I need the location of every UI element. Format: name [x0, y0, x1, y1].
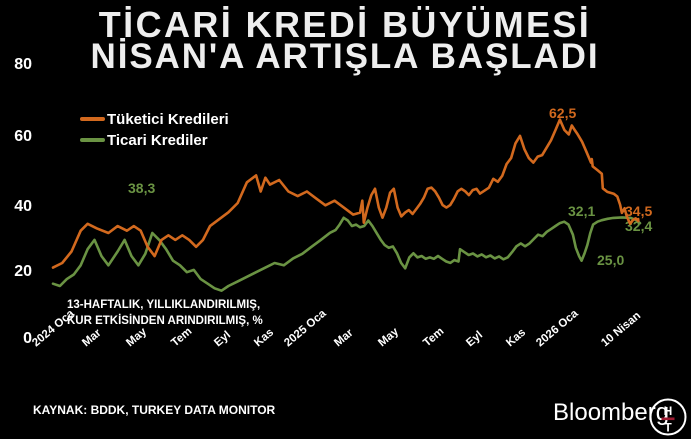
svg-text:25,0: 25,0 [597, 252, 624, 268]
svg-text:32,1: 32,1 [568, 203, 595, 219]
svg-text:62,5: 62,5 [549, 105, 576, 121]
svg-text:20: 20 [14, 263, 32, 280]
svg-text:KUR ETKİSİNDEN ARINDIRILMIŞ, %: KUR ETKİSİNDEN ARINDIRILMIŞ, % [67, 314, 263, 327]
svg-text:13-HAFTALIK, YILLIKLANDIRILMIŞ: 13-HAFTALIK, YILLIKLANDIRILMIŞ, [67, 299, 260, 311]
svg-text:KAYNAK: BDDK, TURKEY DATA MONI: KAYNAK: BDDK, TURKEY DATA MONITOR [33, 403, 276, 417]
svg-text:T: T [664, 421, 672, 435]
svg-text:Tüketici Kredileri: Tüketici Kredileri [107, 111, 229, 128]
svg-text:60: 60 [14, 128, 32, 145]
svg-text:H: H [664, 404, 673, 418]
svg-text:NİSAN'A ARTIŞLA BAŞLADI: NİSAN'A ARTIŞLA BAŞLADI [91, 37, 600, 76]
svg-text:38,3: 38,3 [128, 180, 155, 196]
svg-text:Ticari Krediler: Ticari Krediler [107, 132, 208, 149]
svg-text:80: 80 [14, 56, 32, 73]
svg-text:40: 40 [14, 198, 32, 215]
